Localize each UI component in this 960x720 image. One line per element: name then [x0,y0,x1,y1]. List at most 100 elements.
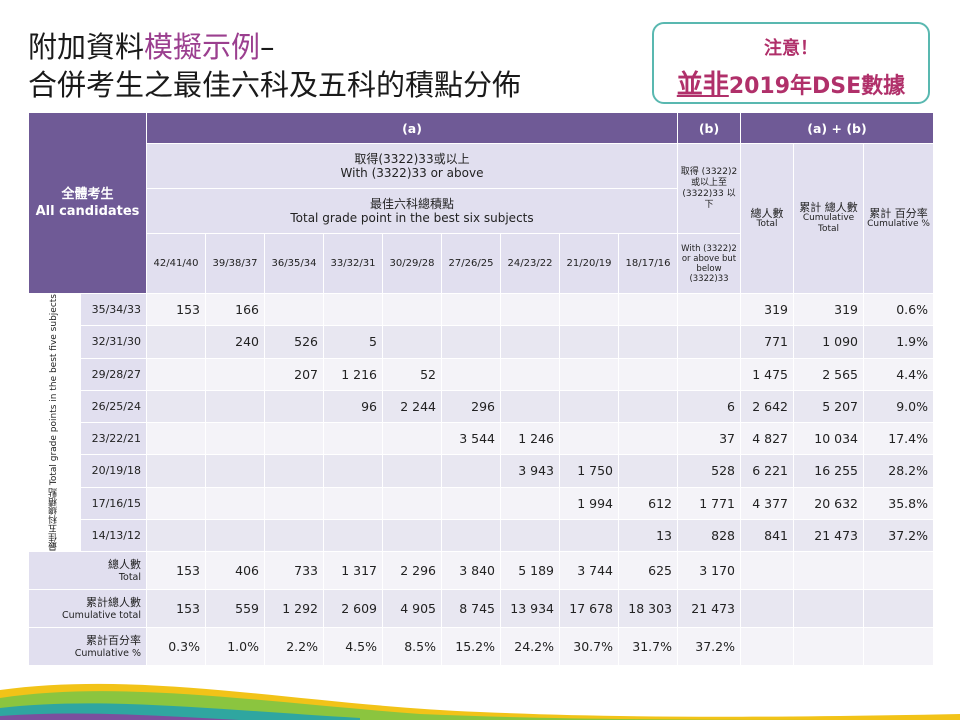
row-label: 35/34/33 [80,292,147,327]
footer-cell: 13 934 [500,589,560,629]
data-cell [146,357,206,391]
cumulative-cell: 2 565 [793,357,864,391]
page-title: 附加資料模擬示例– 合併考生之最佳六科及五科的積點分佈 [28,28,521,104]
percent-cell: 37.2% [863,518,934,553]
row-label: 32/31/30 [80,325,147,359]
title-line2: 合併考生之最佳六科及五科的積點分佈 [28,68,522,102]
title-highlight: 模擬示例 [144,30,261,64]
total-header-en: Total [756,218,778,229]
group-ab-header: (a) + (b) [740,112,934,144]
data-cell [559,421,619,456]
footer-row: 累計百分率 Cumulative % 0.3% 1.0% 2.2% 4.5% 8.5% 15.… [28,627,934,667]
data-cell [618,357,678,391]
cum-pct-header: 累計 百分率 Cumulative % [863,143,934,294]
footer-cell: 153 [146,589,206,629]
data-cell [205,421,265,456]
data-cell [618,292,678,327]
footer-cell: 4.5% [323,627,383,667]
empty-cell [863,551,934,591]
data-cell [382,518,442,553]
cumulative-cell: 319 [793,292,864,327]
footer-label: 累計總人數 Cumulative total [28,589,147,629]
notice-box: 注意！ 並非2019年DSE數據 [652,22,930,104]
footer-cell: 3 744 [559,551,619,591]
footer-cell: 21 473 [677,589,741,629]
data-cell: 3 544 [441,421,501,456]
cumulative-cell: 20 632 [793,486,864,520]
footer-label-en: Cumulative % [74,647,141,659]
empty-cell [740,627,794,667]
row-label: 29/28/27 [80,357,147,391]
column-header: 33/32/31 [323,233,383,294]
data-cell [441,486,501,520]
cumulative-cell: 1 090 [793,325,864,359]
best-five-axis-label: 最佳五科總積點 Total grade points in the best f… [28,292,81,553]
all-candidates-zh: 全體考生 [61,187,114,202]
data-cell: 207 [264,357,324,391]
column-header: 30/29/28 [382,233,442,294]
data-cell [382,325,442,359]
cum-total-header: 累計 總人數 Cumulative Total [793,143,864,294]
empty-cell [863,627,934,667]
footer-cell: 24.2% [500,627,560,667]
cum-pct-header-en: Cumulative % [867,218,930,229]
percent-cell: 4.4% [863,357,934,391]
data-cell [205,454,265,488]
data-cell: 240 [205,325,265,359]
column-header: 42/41/40 [146,233,206,294]
footer-label-zh: 總人數 [108,557,141,571]
data-cell [618,421,678,456]
cum-total-header-zh: 累計 總人數 [799,201,858,214]
table-row: 最佳五科總積點 Total grade points in the best f… [28,292,934,553]
data-cell [618,325,678,359]
condition-a-cell: 取得(3322)33或以上 With (3322)33 or above [146,143,678,189]
empty-cell [740,589,794,629]
footer-cell: 8.5% [382,627,442,667]
data-cell [146,421,206,456]
condition-a-en: With (3322)33 or above [340,166,484,180]
total-header: 總人數 Total [740,143,794,294]
data-cell [441,292,501,327]
data-cell: 1 246 [500,421,560,456]
footer-label: 總人數 Total [28,551,147,591]
footer-cell: 31.7% [618,627,678,667]
cumulative-cell: 5 207 [793,389,864,424]
data-cell [146,389,206,424]
data-cell: 526 [264,325,324,359]
cum-total-header-en: Cumulative Total [802,213,855,234]
footer-cell: 406 [205,551,265,591]
condition-b-zh: 取得 (3322)2 或以上至 (3322)33 以下 [677,143,741,234]
data-cell: 2 244 [382,389,442,424]
footer-label-en: Cumulative total [62,609,141,621]
footer-cell: 1 292 [264,589,324,629]
data-cell [323,518,383,553]
table-row: 29/28/27 207 1 216 52 1 475 2 565 4.4% [29,357,934,391]
data-cell [618,454,678,488]
total-cell: 771 [740,325,794,359]
footer-cell: 2 296 [382,551,442,591]
row-label: 26/25/24 [80,389,147,424]
data-cell [382,454,442,488]
data-cell [500,518,560,553]
data-cell [441,325,501,359]
total-cell: 4 377 [740,486,794,520]
footer-label: 累計百分率 Cumulative % [28,627,147,667]
percent-cell: 9.0% [863,389,934,424]
data-cell [382,421,442,456]
table-row: 23/22/21 3 544 1 246 37 4 827 10 034 17.4% [29,421,934,456]
title-dash: – [260,30,275,64]
data-cell [559,518,619,553]
data-cell: 96 [323,389,383,424]
data-cell [323,454,383,488]
data-cell: 296 [441,389,501,424]
column-header: 27/26/25 [441,233,501,294]
footer-cell: 3 840 [441,551,501,591]
data-cell [264,389,324,424]
data-cell: 153 [146,292,206,327]
data-cell [441,357,501,391]
footer-cell: 8 745 [441,589,501,629]
data-cell [323,421,383,456]
row-label: 23/22/21 [80,421,147,456]
column-header: 39/38/37 [205,233,265,294]
data-cell: 3 943 [500,454,560,488]
